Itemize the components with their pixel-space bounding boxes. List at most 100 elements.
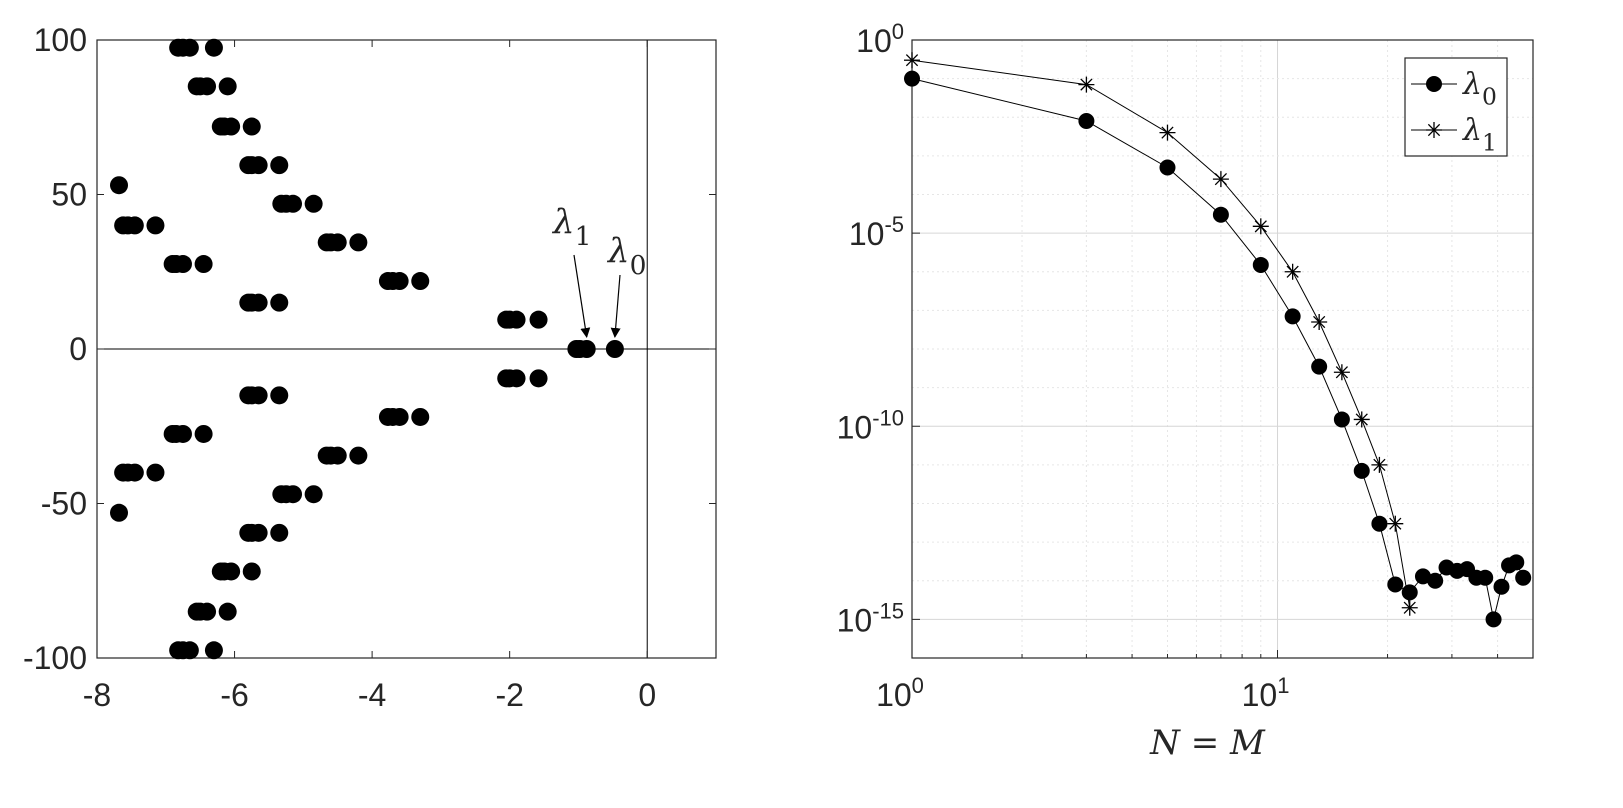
eigenvalue-points [110,38,624,660]
legend-label: λ0 [1462,67,1497,111]
asterisk-marker [1212,171,1229,188]
x-axis-label-text: N = M [1149,723,1266,763]
eigenvalue-point [270,293,289,312]
asterisk-stroke [1286,265,1299,278]
eigenvalue-point [349,233,368,252]
asterisk-stroke [1080,78,1093,91]
data-point [904,70,920,87]
data-point [1508,554,1525,571]
data-point [1485,611,1502,628]
x-tick-label: 0 [638,677,656,713]
eigenvalue-point [411,272,430,291]
eigenvalue-point [270,386,289,405]
eigenvalue-point [218,602,237,621]
x-tick-label: -4 [358,677,386,713]
series-lines [904,52,1532,628]
x-tick-label: -8 [83,677,111,713]
asterisk-marker [1159,124,1176,141]
asterisk-marker [1401,599,1418,616]
eigenvalue-point [187,602,206,621]
x-tick-label: -6 [220,677,248,713]
asterisk-marker [1252,218,1269,235]
y-tick-label: 50 [51,177,87,213]
eigenvalue-point [272,485,291,504]
eigenvalue-point [349,446,368,465]
data-point [1311,358,1328,375]
asterisk-stroke [1389,517,1402,530]
legend-box [1404,57,1508,157]
eigenvalue-point [497,369,516,388]
asterisk-stroke [1254,220,1267,233]
annotation-label: λ0 [606,231,646,281]
data-point [1333,411,1350,428]
x-tick-label: -2 [495,677,523,713]
eigenvalue-point [204,641,223,660]
right-ticks: 100 101 100 10-5 10-10 10-15 [837,19,1534,713]
data-point [1284,308,1301,325]
data-point [1371,515,1388,532]
asterisk-stroke [1214,173,1228,186]
eigenvalue-annotations: λ1 λ0 [551,202,646,338]
eigenvalue-point [304,194,323,213]
eigenvalue-point [317,446,336,465]
data-point [1353,462,1370,479]
data-point [1401,584,1418,601]
y-tick-label: 100 [34,22,87,58]
eigenvalue-point [567,340,586,358]
eigenvalue-point [272,194,291,213]
eigenvalue-point [211,117,230,136]
asterisk-stroke [1427,123,1441,137]
eigenvalue-point [204,38,223,57]
data-point [1212,206,1229,223]
data-point [1252,256,1269,273]
y-tick-label: 100 [856,19,904,59]
asterisk-stroke [1161,126,1174,139]
eigenvalue-point [169,38,188,57]
eigenvalue-point [110,503,129,522]
y-tick-label: 10-10 [837,405,904,445]
eigenvalue-point [187,77,206,96]
eigenvalue-point [110,176,129,195]
eigenvalue-point [146,216,165,235]
eigenvalue-point [218,77,237,96]
y-tick-label: 10-15 [837,598,904,638]
eigenvalue-point [317,233,336,252]
data-point [1427,572,1444,589]
eigenvalue-point [194,255,213,274]
annotation-label: λ1 [551,202,591,252]
eigenvalue-point [497,310,516,329]
eigenvalue-point [242,117,261,136]
series-line-λ1 [911,59,1411,608]
data-point [1387,576,1404,593]
eigenvalue-point [270,523,289,542]
asterisk-stroke [1403,601,1416,614]
asterisk-marker [1311,314,1328,331]
eigenvalue-point [114,463,133,482]
eigenvalue-point [239,293,258,312]
eigenvalue-point [239,523,258,542]
data-point [1477,569,1494,586]
asterisk-marker [1426,122,1442,138]
right-axes-frame [911,39,1534,659]
eigenvalue-point [163,255,182,274]
data-point [1078,112,1095,129]
eigenvalue-point [605,340,624,358]
asterisk-marker [1371,456,1388,473]
asterisk-marker [1353,411,1370,428]
asterisk-marker [1078,76,1095,93]
eigenvalue-point [378,272,397,291]
eigenvalue-point [169,641,188,660]
eigenvalue-point [239,156,258,175]
eigenvalue-point [529,310,548,329]
data-point [1159,159,1176,176]
eigenvalue-point [242,562,261,581]
y-tick-label: -100 [23,640,87,676]
asterisk-marker [1333,364,1350,381]
asterisk-marker [1387,515,1404,532]
x-tick-label: 100 [876,673,924,713]
annotation-arrow [610,274,621,338]
eigenvalue-point [378,407,397,426]
